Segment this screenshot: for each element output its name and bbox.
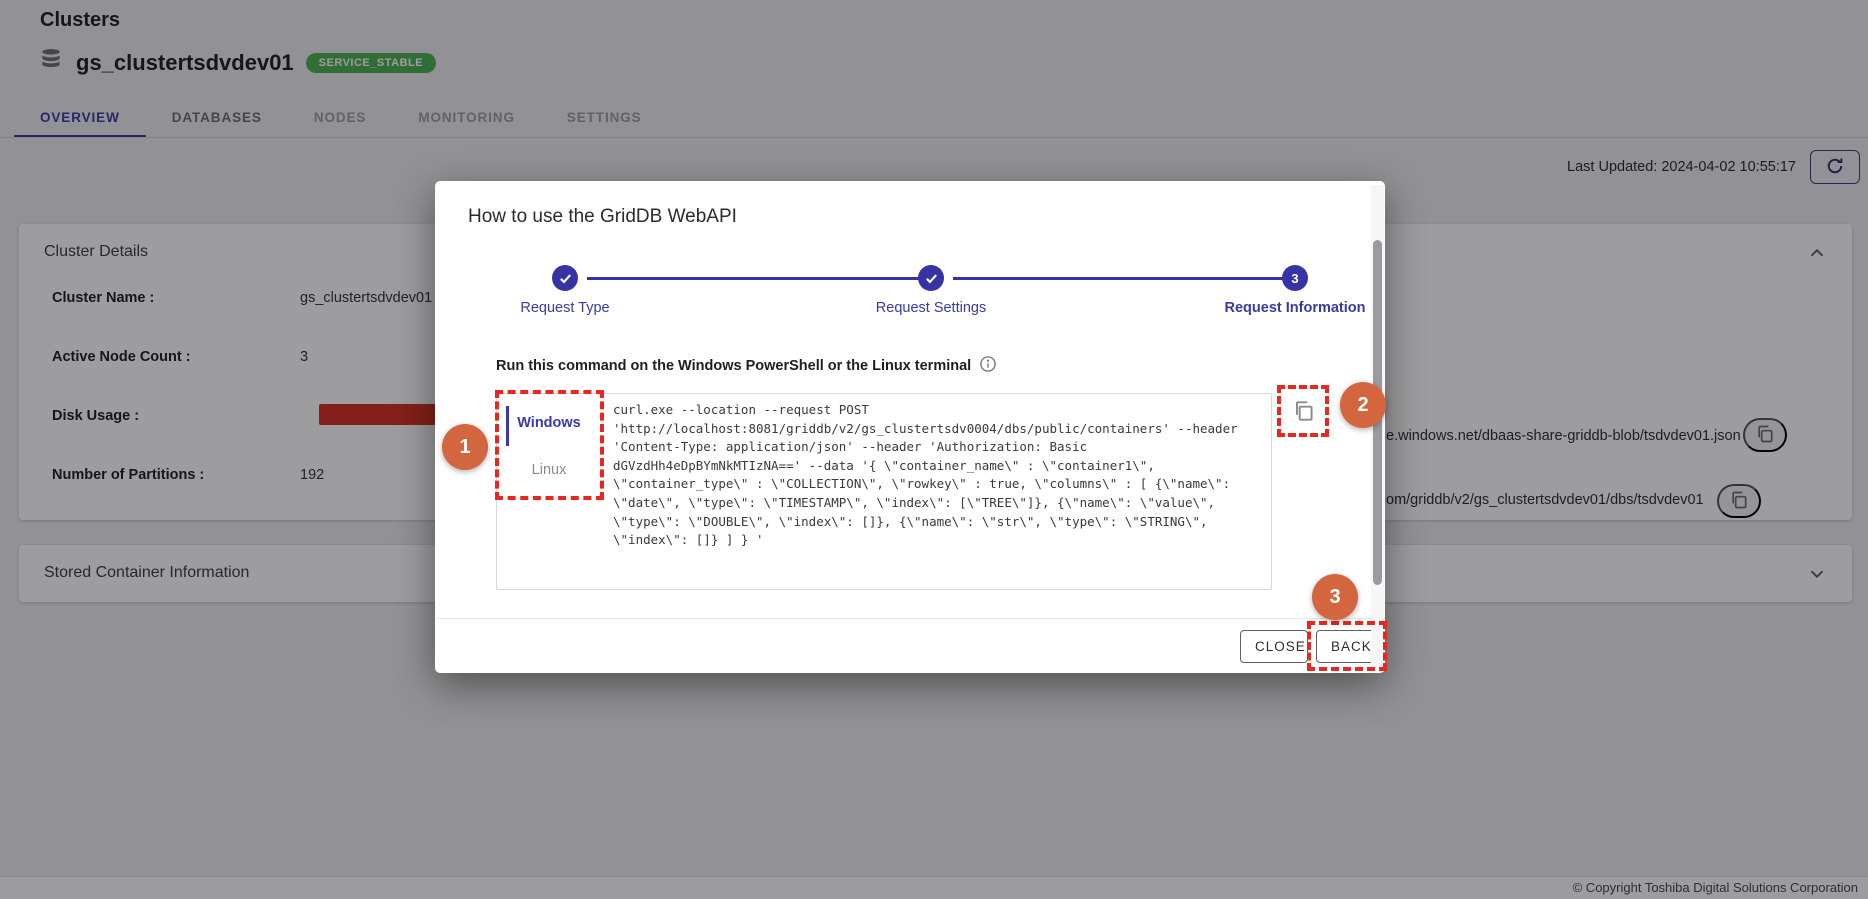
detail-row-partitions: Number of Partitions : 192 bbox=[19, 467, 324, 483]
step-connector bbox=[953, 277, 1289, 280]
detail-row-disk-usage: Disk Usage : bbox=[19, 408, 300, 424]
annotation-marker-2: 2 bbox=[1340, 382, 1386, 428]
os-tab-windows[interactable]: Windows bbox=[517, 415, 581, 431]
modal-scrollbar[interactable] bbox=[1371, 185, 1384, 669]
detail-value: 3 bbox=[300, 349, 309, 365]
database-icon bbox=[38, 47, 64, 78]
step-2-check-icon bbox=[918, 265, 944, 291]
close-button[interactable]: CLOSE bbox=[1240, 630, 1308, 663]
last-updated-bar: Last Updated: 2024-04-02 10:55:17 bbox=[1567, 150, 1860, 184]
os-tab-indicator bbox=[506, 406, 509, 446]
step-1-check-icon bbox=[552, 265, 578, 291]
tab-databases[interactable]: DATABASES bbox=[171, 110, 262, 125]
refresh-icon bbox=[1825, 156, 1845, 179]
step-label-request-settings: Request Settings bbox=[875, 300, 987, 316]
detail-row-cluster-name: Cluster Name : gs_clustertsdvdev01 bbox=[19, 290, 432, 306]
step-connector bbox=[587, 277, 923, 280]
breadcrumb: Clusters bbox=[40, 9, 121, 31]
instruction-text: Run this command on the Windows PowerShe… bbox=[496, 355, 997, 377]
os-tab-linux[interactable]: Linux bbox=[531, 462, 567, 478]
info-icon[interactable] bbox=[979, 355, 997, 377]
webapi-url-text: om/griddb/v2/gs_clustertsdvdev01/dbs/tsd… bbox=[1386, 492, 1704, 508]
copy-command-button[interactable] bbox=[1287, 395, 1321, 429]
copy-icon bbox=[1291, 398, 1317, 427]
tab-overview[interactable]: OVERVIEW bbox=[14, 98, 146, 137]
detail-value: 192 bbox=[300, 467, 325, 483]
refresh-button[interactable] bbox=[1810, 150, 1860, 184]
status-badge: SERVICE_STABLE bbox=[305, 52, 437, 73]
annotation-marker-1: 1 bbox=[442, 424, 488, 470]
cluster-name: gs_clustertsdvdev01 bbox=[76, 49, 294, 75]
last-updated-text: Last Updated: 2024-04-02 10:55:17 bbox=[1567, 159, 1796, 175]
blob-url-text: e.windows.net/dbaas-share-griddb-blob/ts… bbox=[1386, 428, 1741, 444]
detail-label: Active Node Count : bbox=[52, 349, 191, 365]
step-3-number-badge: 3 bbox=[1282, 265, 1308, 291]
copy-webapi-url-button[interactable] bbox=[1717, 484, 1761, 518]
command-box: Windows Linux curl.exe --location --requ… bbox=[496, 393, 1272, 590]
detail-label: Disk Usage : bbox=[52, 408, 140, 424]
cluster-header: gs_clustertsdvdev01 SERVICE_STABLE bbox=[38, 47, 437, 78]
detail-value: gs_clustertsdvdev01 bbox=[300, 290, 433, 306]
webapi-howto-dialog: How to use the GridDB WebAPI 3 Request T… bbox=[435, 181, 1385, 673]
stored-container-title: Stored Container Information bbox=[44, 564, 250, 581]
detail-label: Cluster Name : bbox=[52, 290, 155, 306]
copy-icon bbox=[1729, 490, 1749, 513]
chevron-down-icon[interactable] bbox=[1806, 563, 1828, 585]
step-label-request-information: Request Information bbox=[1224, 300, 1366, 316]
copy-icon bbox=[1755, 424, 1775, 447]
back-button[interactable]: BACK bbox=[1316, 630, 1378, 663]
detail-row-active-nodes: Active Node Count : 3 bbox=[19, 349, 308, 365]
copy-blob-url-button[interactable] bbox=[1743, 418, 1787, 452]
curl-command-text[interactable]: curl.exe --location --request POST 'http… bbox=[613, 402, 1238, 548]
cluster-details-title: Cluster Details bbox=[44, 243, 149, 260]
annotation-marker-3: 3 bbox=[1312, 574, 1358, 620]
copyright-text: © Copyright Toshiba Digital Solutions Co… bbox=[1572, 880, 1858, 895]
page-footer: © Copyright Toshiba Digital Solutions Co… bbox=[0, 876, 1868, 899]
os-tab-list: Windows Linux bbox=[497, 394, 601, 589]
detail-label: Number of Partitions : bbox=[52, 467, 205, 483]
chevron-up-icon[interactable] bbox=[1806, 242, 1828, 264]
tab-monitoring[interactable]: MONITORING bbox=[418, 110, 515, 125]
instruction-label: Run this command on the Windows PowerShe… bbox=[496, 358, 972, 374]
dialog-title: How to use the GridDB WebAPI bbox=[468, 206, 737, 227]
footer-divider bbox=[435, 618, 1385, 619]
tab-nodes[interactable]: NODES bbox=[313, 110, 367, 125]
cluster-tabbar: OVERVIEW DATABASES NODES MONITORING SETT… bbox=[0, 98, 1868, 138]
tab-settings[interactable]: SETTINGS bbox=[566, 110, 642, 125]
step-label-request-type: Request Type bbox=[520, 300, 610, 316]
